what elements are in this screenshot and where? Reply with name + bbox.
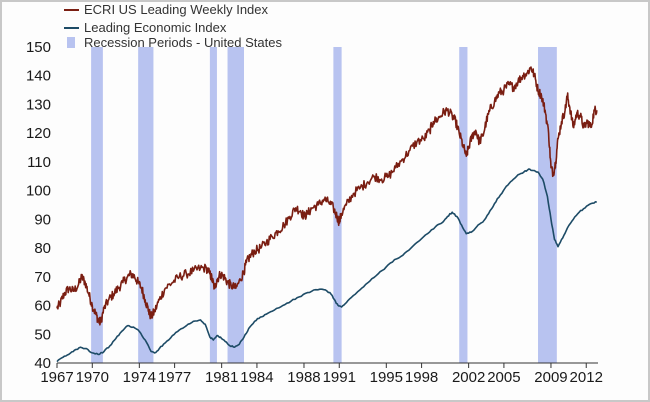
recession-bands (91, 47, 557, 363)
y-tick-label: 80 (34, 240, 51, 257)
x-tick-label: 2005 (487, 369, 520, 386)
y-tick-label: 150 (26, 39, 51, 56)
recession-band (538, 47, 557, 363)
x-tick-label: 1977 (158, 369, 191, 386)
y-tick-label: 50 (34, 326, 51, 343)
y-tick-label: 130 (26, 96, 51, 113)
recession-band (459, 47, 468, 363)
x-tick-label: 1970 (76, 369, 109, 386)
y-tick-label: 40 (34, 355, 51, 372)
x-tick-label: 2002 (452, 369, 485, 386)
y-tick-label: 60 (34, 298, 51, 315)
y-tick-label: 110 (27, 154, 51, 171)
y-axis: 40 50 60 70 80 90 100 110 120 130 140 150 (26, 39, 51, 372)
recession-band (333, 47, 342, 363)
x-axis: 1967 1970 1974 1977 1981 1984 1988 1991 1995 1998… (40, 362, 603, 386)
legend: ECRI US Leading Weekly Index Leading Eco… (64, 2, 282, 50)
recession-band (138, 47, 154, 363)
recession-band (209, 47, 217, 363)
leading-economic-index-line (56, 168, 597, 363)
legend-swatch-recession (67, 37, 75, 48)
y-tick-label: 70 (34, 269, 51, 286)
y-tick-label: 100 (26, 183, 51, 200)
recession-band (227, 47, 244, 363)
legend-label-ecri: ECRI US Leading Weekly Index (84, 2, 269, 17)
x-tick-label: 1995 (370, 369, 403, 386)
x-tick-label: 1967 (40, 369, 73, 386)
x-tick-label: 2009 (534, 369, 567, 386)
legend-label-recession: Recession Periods - United States (84, 35, 282, 50)
ecri-weekly-index-line (56, 66, 598, 326)
y-tick-label: 140 (26, 68, 51, 85)
y-tick-label: 90 (34, 211, 51, 228)
x-tick-label: 2012 (570, 369, 603, 386)
x-tick-label: 1984 (240, 369, 273, 386)
y-tick-label: 120 (26, 125, 51, 142)
x-tick-label: 1998 (405, 369, 438, 386)
x-tick-label: 1974 (123, 369, 156, 386)
recession-band (91, 47, 103, 363)
x-tick-label: 1981 (205, 369, 238, 386)
x-tick-label: 1988 (287, 369, 320, 386)
x-tick-label: 1991 (323, 369, 356, 386)
legend-label-lei: Leading Economic Index (84, 20, 227, 35)
